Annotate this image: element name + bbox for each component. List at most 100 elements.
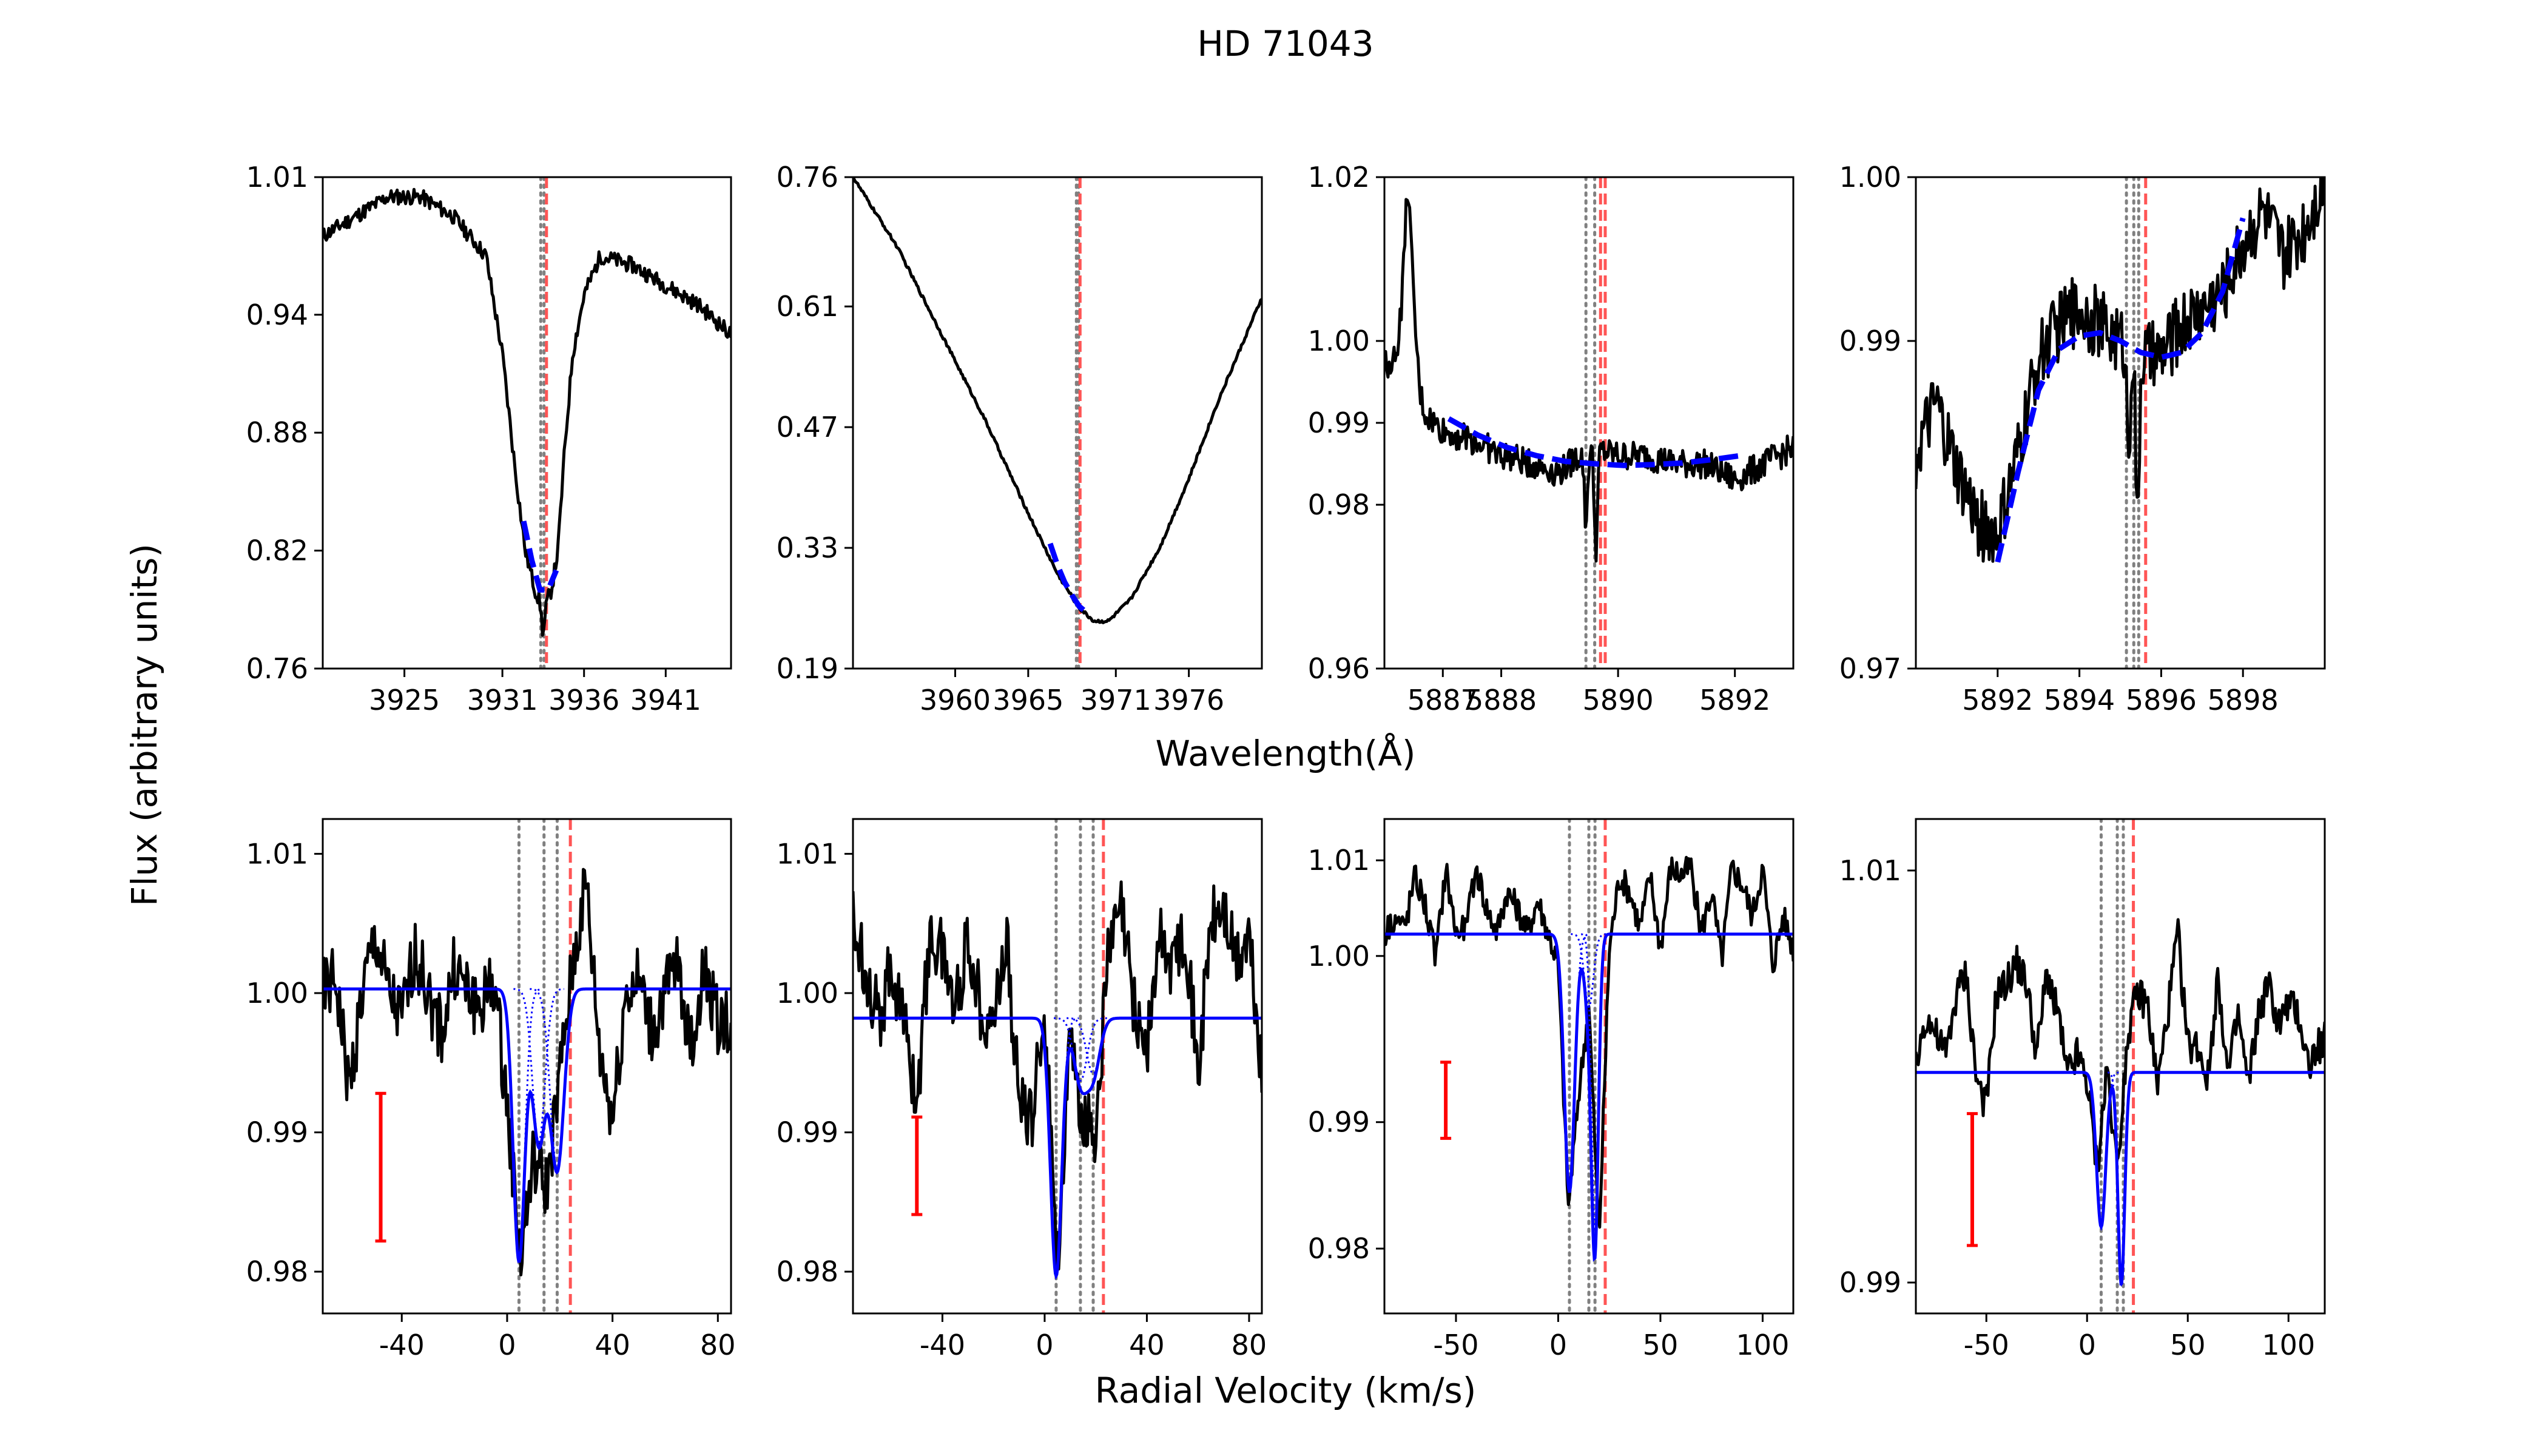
x-tick-label: -40 [379, 1329, 425, 1361]
y-tick-label: 1.00 [777, 977, 838, 1009]
x-tick-label: 80 [1232, 1329, 1267, 1361]
bottom-xlabel: Radial Velocity (km/s) [1095, 1370, 1477, 1411]
x-tick-label: 0 [1549, 1329, 1567, 1361]
panel-bottom-4: -50 0 50 100 0.99 1.01 [1839, 818, 2326, 1361]
error-bar [1966, 1112, 1978, 1247]
panel-bottom-2: -40 0 40 80 0.98 0.99 1.00 1.01 [777, 818, 1267, 1361]
continuum-fit-dashed [1047, 542, 1088, 615]
panel-top-2: 3960 3965 3971 3976 0.19 0.33 0.47 0.61 0.76 [777, 161, 1263, 716]
x-tick-label: 100 [2262, 1329, 2315, 1361]
x-tick-label: 5894 [2044, 684, 2115, 716]
y-tick-label: 0.47 [777, 411, 838, 443]
y-tick-label: 0.98 [1308, 1232, 1370, 1265]
panel-bottom-1-frame [322, 818, 732, 1315]
spectrum-line [853, 880, 1262, 1271]
y-tick-label: 0.19 [777, 652, 838, 685]
error-bar [375, 1091, 386, 1243]
panel-bottom-2-plot-area [853, 819, 1262, 1313]
x-tick-label: 40 [1129, 1329, 1165, 1361]
x-tick-label: 5890 [1583, 684, 1654, 716]
y-tick-label: 0.99 [1839, 1266, 1901, 1299]
y-tick-label: 0.33 [777, 531, 838, 564]
y-tick-label: 0.61 [777, 290, 838, 323]
y-tick-label: 0.98 [1308, 488, 1370, 521]
x-tick-label: 5887 [1407, 684, 1478, 716]
panel-bottom-3-plot-area [1384, 819, 1793, 1313]
y-tick-label: 1.00 [246, 977, 308, 1009]
y-tick-label: 0.99 [246, 1116, 308, 1149]
x-tick-label: 50 [1643, 1329, 1679, 1361]
x-tick-label: 3965 [993, 684, 1063, 716]
panel-bottom-1: -40 0 40 80 0.98 0.99 1.00 1.01 [246, 818, 736, 1361]
error-bar [911, 1115, 923, 1216]
spectrum-line [323, 187, 731, 637]
x-tick-label: 0 [498, 1329, 516, 1361]
y-tick-label: 1.00 [1308, 325, 1370, 357]
x-tick-label: -50 [1433, 1329, 1478, 1361]
panel-top-2-frame [852, 176, 1263, 670]
y-tick-label: 0.97 [1839, 652, 1901, 685]
panel-top-2-plot-area [853, 177, 1262, 669]
y-tick-label: 0.76 [777, 161, 838, 194]
x-tick-label: 3971 [1080, 684, 1151, 716]
x-tick-label: -40 [920, 1329, 965, 1361]
y-tick-label: 0.99 [1308, 406, 1370, 439]
x-tick-label: 3941 [630, 684, 701, 716]
panel-bottom-4-plot-area [1916, 819, 2325, 1313]
y-tick-label: 1.01 [1308, 844, 1370, 877]
panel-bottom-1-plot-area [323, 819, 731, 1313]
x-tick-label: 0 [1036, 1329, 1053, 1361]
component-profile [530, 988, 585, 1171]
y-tick-label: 0.82 [246, 534, 308, 567]
x-tick-label: 0 [2078, 1329, 2096, 1361]
y-tick-label: 0.99 [777, 1116, 838, 1149]
model-fit-line [853, 1016, 1262, 1280]
spectrum-line [323, 868, 731, 1276]
panel-top-4-frame [1915, 176, 2326, 670]
y-tick-label: 1.01 [246, 161, 308, 194]
y-tick-label: 0.99 [1839, 325, 1901, 357]
panel-top-3-plot-area [1384, 177, 1793, 669]
component-profile [1054, 1017, 1107, 1082]
y-tick-label: 1.01 [246, 837, 308, 870]
panel-top-4-plot-area [1916, 177, 2325, 669]
y-axis-label: Flux (arbitrary units) [124, 544, 165, 906]
top-xlabel: Wavelength(Å) [1156, 732, 1416, 774]
x-tick-label: -50 [1964, 1329, 2009, 1361]
y-tick-label: 0.98 [777, 1255, 838, 1288]
y-tick-label: 1.00 [1308, 940, 1370, 972]
panel-top-1-plot-area [323, 177, 731, 669]
error-bar [1440, 1060, 1452, 1140]
x-tick-label: 100 [1736, 1329, 1790, 1361]
y-tick-label: 0.94 [246, 298, 308, 331]
panel-bottom-3-frame [1383, 818, 1795, 1315]
panel-bottom-2-frame [852, 818, 1263, 1315]
spectrum-line [1916, 918, 2325, 1173]
y-tick-label: 1.02 [1308, 161, 1370, 194]
x-tick-label: 5888 [1466, 684, 1537, 716]
y-tick-label: 1.00 [1839, 161, 1901, 194]
spectrum-line [1916, 177, 2325, 563]
model-fit-line [1384, 932, 1793, 1262]
y-tick-label: 1.01 [777, 837, 838, 870]
x-tick-label: 50 [2170, 1329, 2206, 1361]
spectrum-line [1384, 198, 1793, 563]
continuum-fit-dashed [1447, 416, 1741, 468]
panel-bottom-4-frame [1915, 818, 2326, 1315]
model-fit-line [1916, 1071, 2325, 1286]
x-tick-label: 80 [700, 1329, 736, 1361]
panel-bottom-3: -50 0 50 100 0.98 0.99 1.00 1.01 [1308, 818, 1795, 1361]
figure-title: HD 71043 [1197, 23, 1373, 64]
x-tick-label: 3925 [369, 684, 440, 716]
spectrum-line [853, 177, 1262, 624]
component-profile [1571, 933, 1607, 1008]
x-tick-label: 5892 [1699, 684, 1770, 716]
continuum-fit-dashed [521, 521, 559, 593]
panel-top-1-frame [322, 176, 732, 670]
y-tick-label: 0.76 [246, 652, 308, 685]
panels: 3925 3931 3936 3941 0.76 0.82 0.88 0.94 1.01 3960… [246, 161, 2326, 1361]
x-tick-label: 40 [595, 1329, 630, 1361]
y-tick-label: 0.88 [246, 416, 308, 449]
